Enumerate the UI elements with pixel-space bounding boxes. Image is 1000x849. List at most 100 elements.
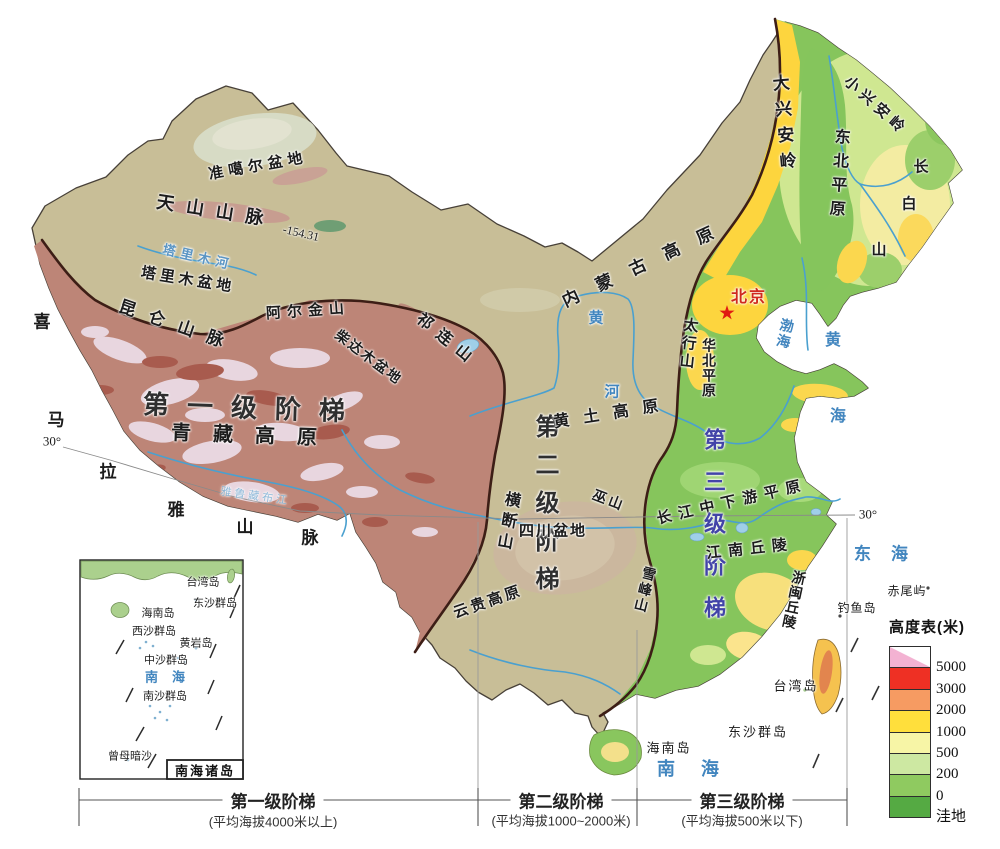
- south-china-sea-inset: [79, 559, 244, 780]
- steps-bar-desc-2: (平均海拔1000~2000米): [487, 810, 635, 830]
- legend-value: 3000: [936, 680, 966, 697]
- label-bohai: 渤海: [773, 316, 797, 352]
- pearl-river: [469, 649, 621, 695]
- first-step-boundary-line: [40, 238, 506, 654]
- steps-bar-desc-3: (平均海拔500米以下): [677, 810, 807, 830]
- label-yellow-sea-2: 海: [829, 408, 847, 425]
- label-aerjin: 阿尔金山: [265, 299, 351, 323]
- steps-bar-desc-1: (平均海拔4000米以上): [204, 811, 342, 831]
- legend-cell-3000: 3000: [890, 668, 966, 697]
- penghu-island: [803, 688, 807, 692]
- label-tarim-river: 塔里木河: [161, 241, 235, 273]
- label-himalaya-2: 马: [47, 410, 65, 430]
- label-hainan-island: 海南岛: [646, 740, 692, 756]
- extent-guide-lines: [477, 518, 848, 788]
- label-beijing: 北京: [730, 289, 768, 306]
- label-tianshan: 天山山脉: [155, 191, 277, 231]
- label-qaidam: 柴达木盆地: [332, 326, 406, 388]
- legend-value: 500: [936, 744, 959, 761]
- inset-label-zengmu: 曾母暗沙: [108, 750, 152, 763]
- legend-value: 洼地: [936, 809, 967, 826]
- inset-label-hainan: 海南岛: [141, 607, 175, 620]
- inset-label-xisha: 西沙群岛: [132, 625, 176, 638]
- yellow-river: [469, 291, 795, 445]
- label-xuefeng: 雪峰山: [631, 564, 659, 616]
- legend-color-scale: 5000 3000 2000 1000 500 200 0 洼地: [889, 646, 966, 825]
- second-step-boundary-line: [598, 17, 782, 718]
- inset-label-zhongsha: 中沙群岛: [144, 654, 188, 667]
- label-loess-plateau: 黄土高原: [552, 395, 674, 432]
- yarlung-river: [147, 451, 348, 537]
- label-daxingan: 大兴安岭: [769, 73, 797, 179]
- songhua-river: [828, 55, 913, 188]
- liao-river: [801, 257, 809, 351]
- diaoyu-dot: [838, 614, 842, 618]
- label-himalaya-5: 山: [236, 517, 254, 537]
- legend-cell-200: 200: [890, 753, 959, 782]
- inset-label-dongsha: 东沙群岛: [193, 597, 237, 610]
- sea-boundary-dashes: [812, 637, 880, 769]
- label-zhemin-hills: 浙闽丘陵: [779, 568, 809, 632]
- label-lat30-right: 30°: [858, 506, 878, 522]
- label-huabei-plain: 华北平原: [701, 338, 717, 398]
- steps-bar-name-1: 第一级阶梯: [222, 787, 324, 813]
- legend-cell-1000: 1000: [890, 711, 966, 740]
- label-himalaya-1: 喜: [33, 312, 51, 332]
- legend-cell-above-5000: 5000: [890, 647, 966, 675]
- steps-bar-name-2: 第二级阶梯: [510, 787, 612, 813]
- label-east-china-sea: 东海: [854, 544, 928, 564]
- label-himalaya-6: 脉: [301, 528, 319, 548]
- legend-value: 5000: [936, 659, 966, 676]
- inset-label-huangyan: 黄岩岛: [179, 637, 213, 650]
- label-yellow-river-2: 河: [604, 383, 620, 401]
- legend-value: 0: [936, 787, 944, 804]
- label-yellow-river-1: 黄: [588, 309, 604, 327]
- label-hengduan: 横断山: [492, 489, 521, 555]
- label-changbai-3: 山: [871, 241, 887, 259]
- legend-cell-2000: 2000: [890, 689, 966, 718]
- first-step-patches: [81, 298, 438, 537]
- yangtze-river: [341, 429, 841, 531]
- label-third-step: 第三级阶梯: [701, 428, 726, 638]
- label-yangtze-plain: 长江中下游平原: [655, 476, 809, 528]
- legend-value: 2000: [936, 702, 966, 719]
- inset-label-south-sea: 南海: [144, 669, 200, 685]
- label-kunlun: 昆仑山脉: [116, 296, 240, 356]
- label-taihang: 太行山: [676, 316, 700, 372]
- elevation-legend: 高度表(米) 5000 3000 2000 1000 500 200 0 洼地: [889, 616, 966, 825]
- first-step-region: [34, 240, 505, 652]
- label-qilian: 祁连山: [412, 310, 482, 371]
- inset-label-taiwan: 台湾岛: [186, 576, 220, 589]
- label-changbai-1: 长: [913, 158, 929, 176]
- label-taiwan-island: 台湾岛: [773, 678, 819, 694]
- label-northeast-plain: 东北平原: [825, 127, 850, 225]
- label-qingzang-plateau: 青藏高原: [170, 422, 340, 450]
- inset-label-nansha: 南沙群岛: [143, 690, 187, 703]
- label-yungui-plateau: 云贵高原: [451, 582, 525, 622]
- label-chiweiyu: 赤尾屿: [887, 584, 927, 598]
- inset-title: 南海诸岛: [174, 763, 236, 779]
- label-wushan: 巫山: [590, 486, 628, 514]
- legend-cell-500: 500: [890, 732, 959, 761]
- label-sichuan-basin: 四川盆地: [518, 522, 588, 540]
- label-yarlung-river: 雅鲁藏布江: [219, 485, 291, 508]
- label-zhungar-basin: 准噶尔盆地: [207, 148, 309, 184]
- ussuri-branch: [859, 183, 906, 257]
- lat-30-line: [62, 446, 856, 520]
- legend-title: 高度表(米): [889, 619, 965, 636]
- label-south-china-sea: 南海: [657, 759, 745, 779]
- legend-value: 200: [936, 766, 959, 783]
- taiwan-mountain: [819, 650, 833, 694]
- hainan-highland: [601, 742, 629, 762]
- label-himalaya-3: 拉: [99, 462, 117, 482]
- label-inner-mongolia-plateau: 内蒙古高原: [559, 215, 735, 311]
- legend-cell-depression: 洼地: [890, 796, 966, 825]
- label-changbai-2: 白: [901, 195, 917, 213]
- rivers: [137, 55, 913, 695]
- label-himalaya-4: 雅: [167, 500, 185, 520]
- steps-bar-name-3: 第三级阶梯: [691, 787, 793, 813]
- label-xiaoxingan: 小兴安岭: [840, 72, 912, 140]
